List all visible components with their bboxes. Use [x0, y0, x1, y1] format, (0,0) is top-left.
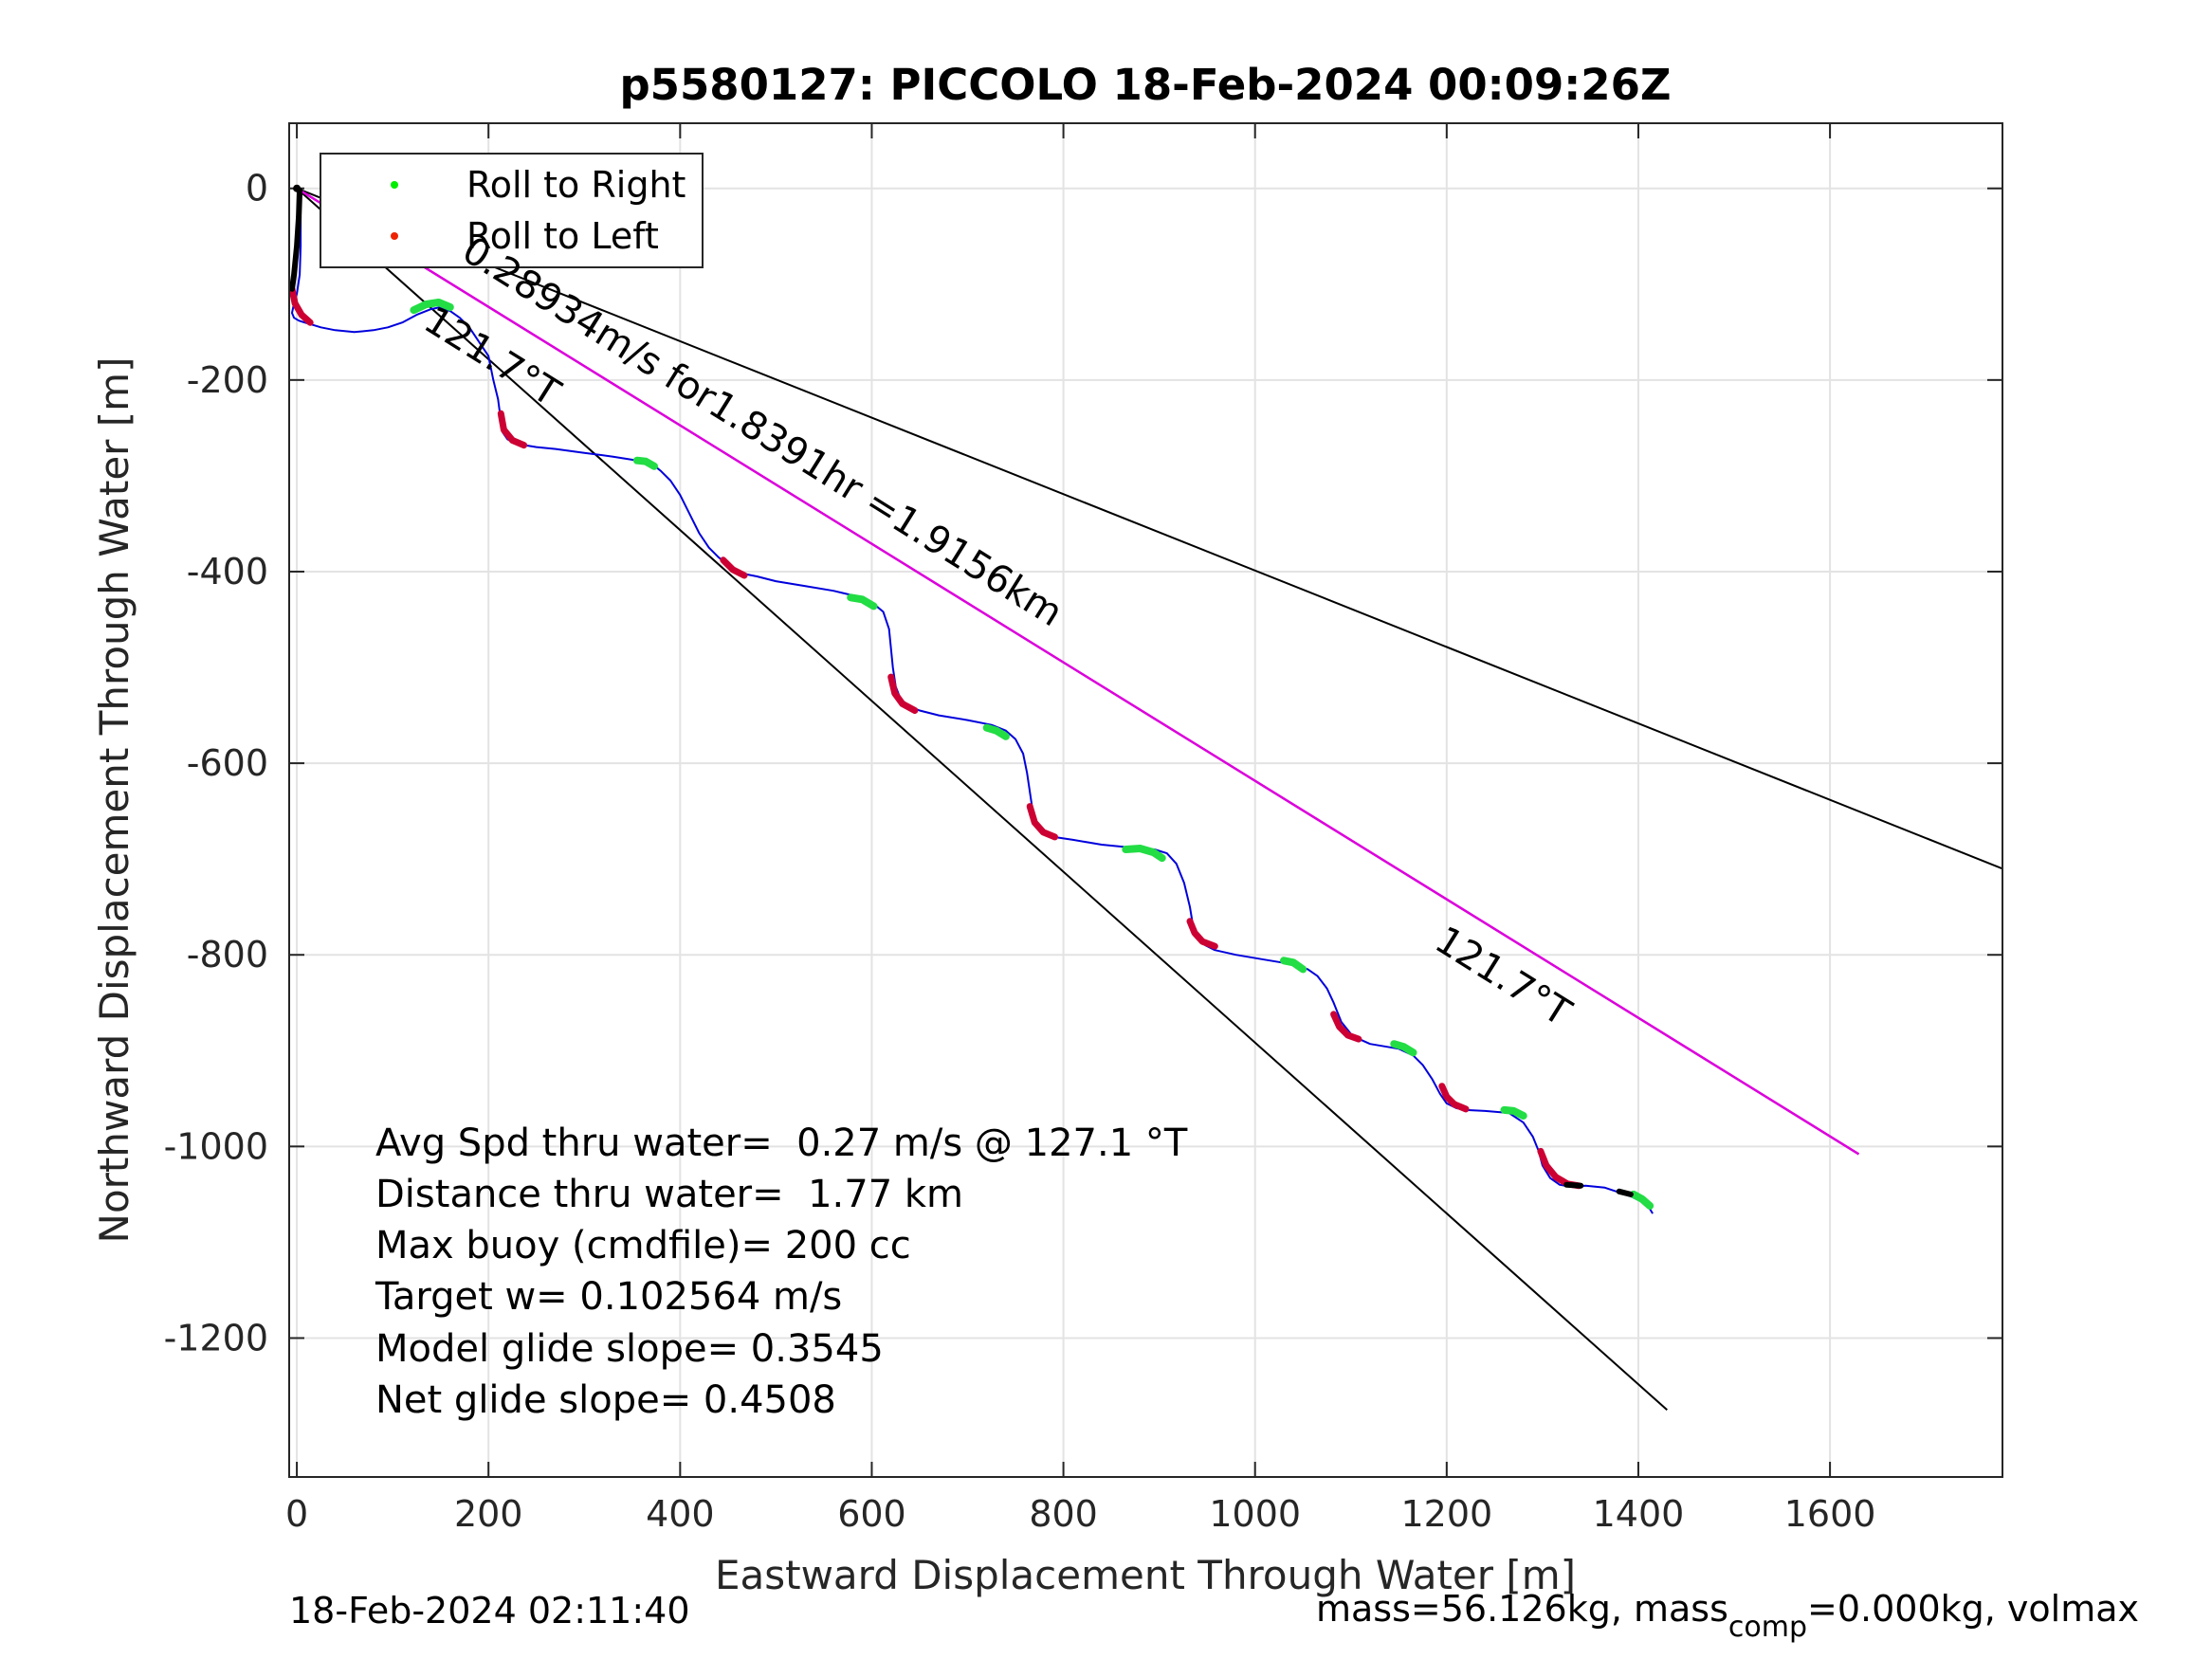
- y-tick-labels: 0 -200 -400 -600 -800 -1000 -1200: [164, 168, 268, 1359]
- x-tick-label: 1200: [1400, 1493, 1492, 1535]
- track-black-segment: [1563, 1181, 1584, 1189]
- stat-avg-speed: Avg Spd thru water= 0.27 m/s @ 127.1 °T: [375, 1121, 1188, 1165]
- roll-right-segment: [632, 456, 658, 470]
- footer-timestamp: 18-Feb-2024 02:11:40: [289, 1590, 690, 1632]
- y-axis-label: Northward Displacement Through Water [m]: [91, 357, 137, 1244]
- track-black-segment: [289, 187, 303, 292]
- x-axis-label: Eastward Displacement Through Water [m]: [715, 1552, 1576, 1598]
- x-tick-labels: 0 200 400 600 800 1000 1200 1400 1600: [285, 1493, 1875, 1535]
- legend-box: [320, 153, 704, 268]
- legend-label-roll-left: Roll to Left: [466, 215, 659, 257]
- roll-left-segment: [289, 285, 314, 326]
- roll-right-segment: [1629, 1190, 1654, 1210]
- y-tick-label: -400: [187, 551, 268, 592]
- footer-mass-text: mass=56.126kg, mass: [1316, 1588, 1728, 1630]
- x-tick-label: 600: [837, 1493, 906, 1535]
- stat-target-w: Target w= 0.102564 m/s: [375, 1275, 842, 1319]
- plot-frame: [288, 122, 2003, 1478]
- x-tick-label: 800: [1029, 1493, 1098, 1535]
- roll-left-segment: [1330, 1011, 1362, 1043]
- roll-right-segment: [410, 299, 454, 315]
- x-tick-label: 1600: [1784, 1493, 1876, 1535]
- stat-net-glide: Net glide slope= 0.4508: [375, 1378, 836, 1422]
- y-tick-label: -600: [187, 742, 268, 784]
- roll-left-segment: [497, 410, 528, 449]
- roll-right-segment: [1280, 957, 1307, 974]
- roll-right-segment: [847, 593, 878, 611]
- x-tick-label: 1000: [1209, 1493, 1301, 1535]
- legend-marker-roll-left: [391, 232, 398, 240]
- x-tick-label: 400: [646, 1493, 715, 1535]
- y-tick-label: -1000: [164, 1125, 268, 1167]
- roll-right-segment: [1390, 1040, 1417, 1057]
- stats-block: Avg Spd thru water= 0.27 m/s @ 127.1 °T …: [375, 1121, 1188, 1422]
- legend-label-roll-right: Roll to Right: [466, 164, 686, 206]
- roll-left-segment: [887, 673, 919, 714]
- roll-right-segment: [1500, 1105, 1527, 1120]
- x-tick-label: 1400: [1593, 1493, 1685, 1535]
- x-tick-label: 200: [454, 1493, 523, 1535]
- chart-title: p5580127: PICCOLO 18-Feb-2024 00:09:26Z: [619, 60, 1671, 110]
- roll-right-segment: [1122, 845, 1166, 863]
- roll-left-segment: [1438, 1083, 1470, 1113]
- y-tick-label: -800: [187, 934, 268, 975]
- stat-distance: Distance thru water= 1.77 km: [375, 1173, 963, 1216]
- plot-area: [289, 123, 2002, 1477]
- footer-mass-subscript: comp: [1728, 1611, 1807, 1644]
- y-tick-label: -1200: [164, 1317, 268, 1358]
- stat-max-buoy: Max buoy (cmdfile)= 200 cc: [375, 1224, 911, 1267]
- roll-left-segment: [720, 556, 748, 579]
- reference-line-2: [296, 187, 1668, 1412]
- footer-mass-rest: =0.000kg, volmax: [1807, 1588, 2139, 1630]
- roll-right-segment: [982, 723, 1010, 740]
- reference-line-0: [296, 187, 2002, 870]
- plot-content: [289, 184, 2002, 1412]
- legend-marker-roll-right: [391, 181, 398, 189]
- track-black-segment: [1616, 1188, 1634, 1197]
- stat-model-glide: Model glide slope= 0.3545: [375, 1327, 884, 1371]
- legend: Roll to Right Roll to Left: [320, 153, 704, 268]
- y-tick-label: -200: [187, 359, 268, 401]
- footer-mass: mass=56.126kg, masscomp=0.000kg, volmax: [1316, 1588, 2139, 1644]
- x-tick-label: 0: [285, 1493, 308, 1535]
- roll-left-segment: [1186, 918, 1218, 950]
- y-tick-label: 0: [246, 168, 268, 210]
- roll-left-segment: [1026, 803, 1058, 841]
- start-point: [293, 184, 302, 192]
- heading-line: [296, 187, 1860, 1156]
